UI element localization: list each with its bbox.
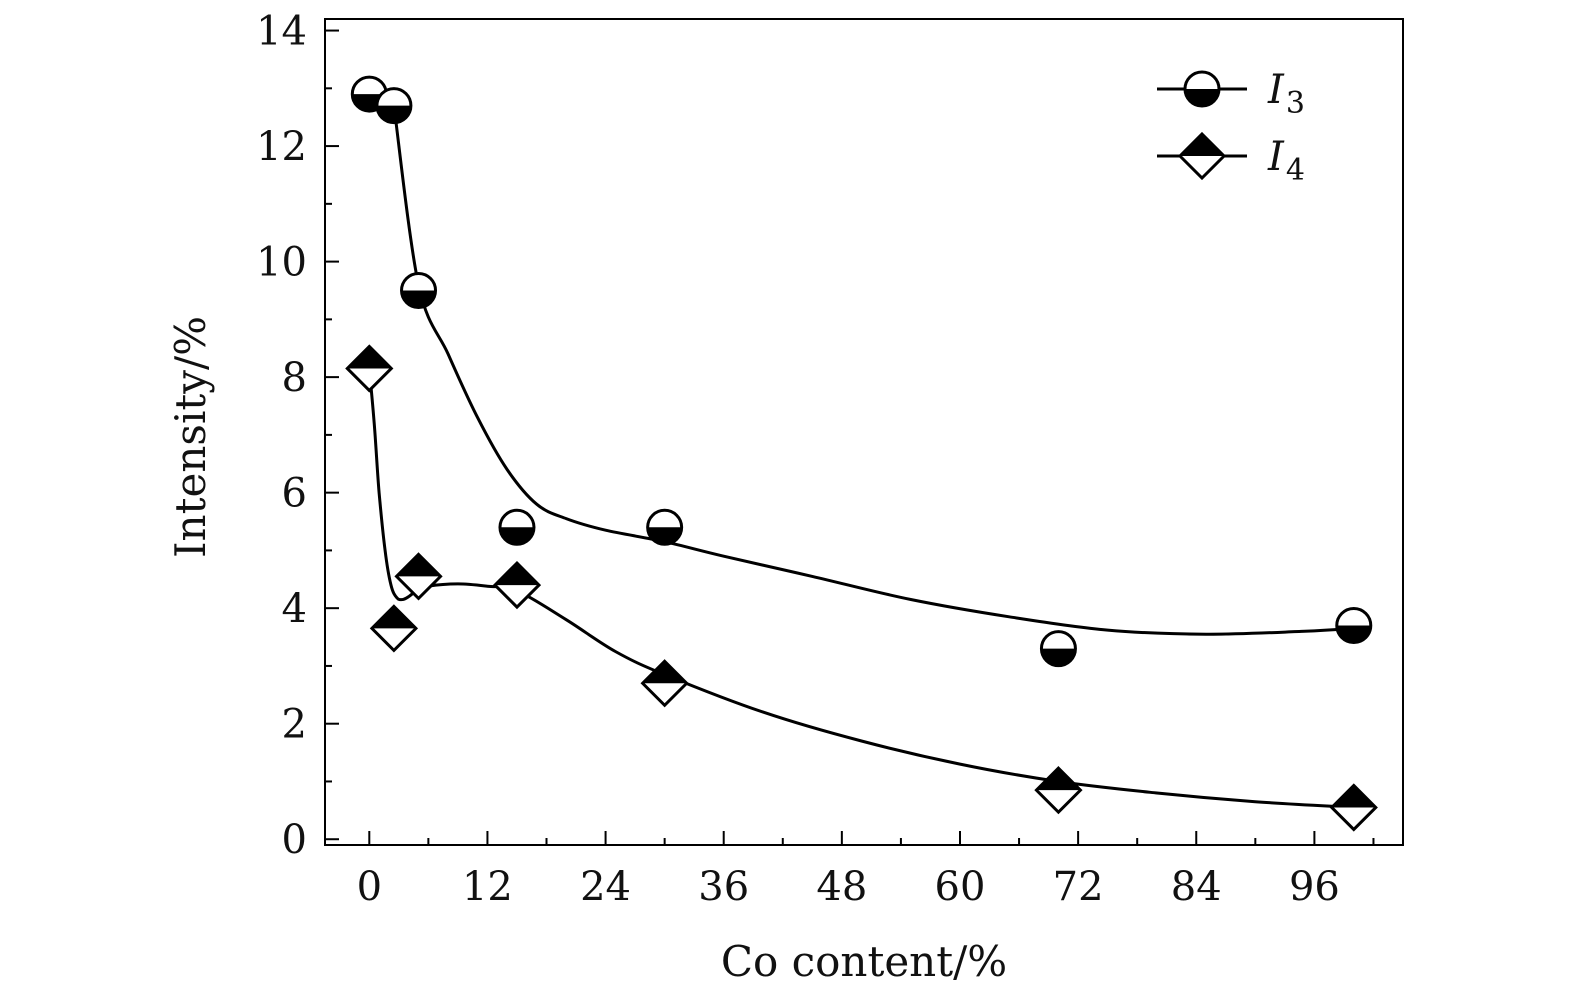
x-tick-label: 84 bbox=[1171, 864, 1222, 910]
x-tick-label: 48 bbox=[816, 864, 867, 910]
y-tick-label: 4 bbox=[282, 586, 307, 632]
x-tick-label: 96 bbox=[1289, 864, 1340, 910]
data-point-i4 bbox=[1034, 766, 1083, 815]
data-point-i4 bbox=[394, 552, 443, 601]
marker-outline bbox=[1183, 70, 1221, 108]
y-tick-label: 14 bbox=[256, 9, 307, 55]
data-point-i4 bbox=[492, 560, 542, 610]
marker-outline bbox=[400, 271, 438, 309]
marker-outline bbox=[646, 508, 684, 546]
marker-outline bbox=[345, 344, 394, 393]
marker-fill-black bbox=[401, 290, 436, 308]
markers-layer bbox=[345, 75, 1378, 832]
legend-entry: I3 bbox=[1157, 67, 1305, 121]
legend: I3 I4 bbox=[1157, 67, 1305, 188]
marker-fill-black bbox=[1336, 625, 1371, 643]
marker-fill-black bbox=[1180, 134, 1224, 156]
x-tick-label: 0 bbox=[357, 864, 382, 910]
x-tick-label: 60 bbox=[935, 864, 986, 910]
data-point-i3 bbox=[498, 508, 536, 546]
y-tick-label: 12 bbox=[256, 124, 307, 170]
data-point-i4 bbox=[1329, 783, 1378, 832]
y-axis-title: Intensity/% bbox=[166, 316, 215, 558]
legend-marker bbox=[1177, 131, 1227, 181]
marker-fill-black bbox=[1041, 648, 1076, 666]
marker-outline bbox=[1034, 766, 1083, 815]
y-tick-label: 8 bbox=[282, 355, 307, 401]
fit-curve-i3 bbox=[392, 105, 1354, 636]
legend-label-subscript: 3 bbox=[1286, 86, 1305, 121]
marker-fill-black bbox=[499, 527, 534, 545]
data-point-i3 bbox=[1335, 607, 1373, 645]
x-tick-label: 12 bbox=[462, 864, 513, 910]
data-point-i3 bbox=[400, 271, 438, 309]
marker-fill-black bbox=[1185, 89, 1219, 106]
x-tick-label: 36 bbox=[698, 864, 749, 910]
marker-outline bbox=[1335, 607, 1373, 645]
legend-label-subscript: 4 bbox=[1286, 153, 1305, 188]
y-tick-label: 2 bbox=[282, 702, 307, 748]
data-point-i3 bbox=[646, 508, 684, 546]
legend-label: I4 bbox=[1267, 134, 1305, 188]
marker-fill-black bbox=[376, 105, 411, 123]
legend-label: I3 bbox=[1267, 67, 1305, 121]
data-point-i4 bbox=[369, 604, 419, 653]
y-tick-label: 10 bbox=[256, 240, 307, 286]
data-point-i4 bbox=[640, 659, 689, 708]
plot-frame bbox=[324, 18, 1404, 846]
marker-outline bbox=[492, 560, 542, 610]
y-tick-label: 0 bbox=[282, 817, 307, 863]
marker-outline bbox=[640, 659, 689, 708]
marker-outline bbox=[1329, 783, 1378, 832]
marker-fill-black bbox=[396, 554, 441, 577]
marker-outline bbox=[498, 508, 536, 546]
x-tick-label: 72 bbox=[1053, 864, 1104, 910]
legend-marker bbox=[1183, 70, 1221, 108]
marker-fill-black bbox=[347, 346, 392, 369]
marker-fill-black bbox=[371, 606, 416, 629]
marker-fill-black bbox=[647, 527, 682, 545]
marker-outline bbox=[1039, 630, 1077, 668]
marker-fill-black bbox=[494, 563, 539, 586]
marker-outline bbox=[375, 87, 413, 125]
marker-fill-black bbox=[1036, 768, 1081, 791]
y-tick-label: 6 bbox=[282, 471, 307, 517]
marker-outline bbox=[1177, 131, 1227, 181]
data-point-i3 bbox=[1039, 630, 1077, 668]
marker-outline bbox=[394, 552, 443, 601]
x-tick-label: 24 bbox=[580, 864, 631, 910]
data-point-i3 bbox=[375, 87, 413, 125]
legend-entry: I4 bbox=[1157, 131, 1305, 188]
marker-fill-black bbox=[642, 661, 687, 684]
x-axis-title: Co content/% bbox=[721, 937, 1007, 986]
curves-layer bbox=[367, 105, 1354, 809]
data-point-i4 bbox=[345, 344, 394, 393]
marker-outline bbox=[369, 604, 419, 653]
marker-fill-black bbox=[1331, 785, 1376, 808]
